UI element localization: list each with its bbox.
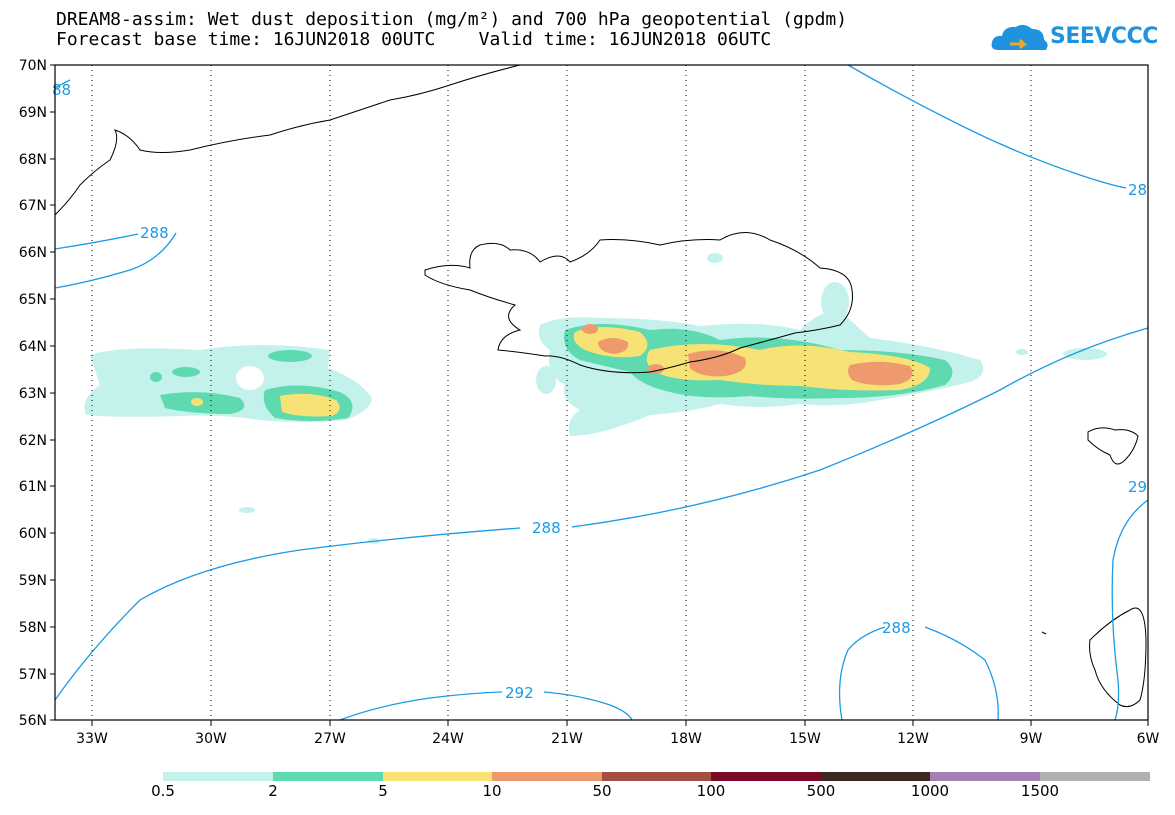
cloud-logo-icon [991, 24, 1048, 50]
dust-shading [84, 253, 1107, 544]
chart-title: DREAM8-assim: Wet dust deposition (mg/m²… [56, 9, 848, 30]
colorbar [163, 772, 1150, 781]
colorbar-label: 1500 [1020, 782, 1060, 800]
contour-label: 292 [505, 684, 534, 702]
lon-axis [91, 720, 1149, 726]
colorbar-swatch [273, 772, 383, 781]
lon-label: 12W [897, 731, 929, 747]
contour-label: 29 [1128, 478, 1147, 496]
geopotential-contours [54, 64, 1149, 721]
lon-label: 18W [670, 731, 702, 747]
colorbar-swatch [602, 772, 711, 781]
colorbar-swatch [711, 772, 821, 781]
lat-label: 63N [19, 386, 47, 402]
lat-label: 66N [19, 245, 47, 261]
colorbar-swatch [163, 772, 273, 781]
lat-label: 69N [19, 105, 47, 121]
lat-label: 70N [19, 58, 47, 74]
greenland-coast [54, 64, 521, 216]
coastlines [54, 64, 1147, 708]
lat-label: 57N [19, 667, 47, 683]
logo-text: SEEVCCC [1050, 24, 1158, 49]
colorbar-label: 500 [806, 782, 836, 800]
lat-label: 59N [19, 573, 47, 589]
colorbar-label: 100 [696, 782, 726, 800]
lon-label: 30W [195, 731, 227, 747]
lat-label: 68N [19, 152, 47, 168]
lat-label: 62N [19, 433, 47, 449]
lat-label: 64N [19, 339, 47, 355]
lat-label: 65N [19, 292, 47, 308]
lon-label: 21W [551, 731, 583, 747]
lon-label: 9W [1020, 731, 1043, 747]
colorbar-label: 2 [268, 782, 278, 800]
lon-labels: 33W 30W 27W 24W 21W 18W 15W 12W 9W 6W [76, 731, 1159, 747]
contour-label: 288 [882, 619, 911, 637]
colorbar-label: 5 [378, 782, 388, 800]
colorbar-swatch [492, 772, 602, 781]
colorbar-swatch [383, 772, 492, 781]
colorbar-label: 10 [482, 782, 502, 800]
contour-label: 288 [532, 519, 561, 537]
colorbar-swatch [821, 772, 930, 781]
lat-label: 58N [19, 620, 47, 636]
colorbar-label: 1000 [910, 782, 950, 800]
lon-label: 33W [76, 731, 108, 747]
lat-label: 61N [19, 479, 47, 495]
lat-axis [50, 64, 55, 721]
contour-label: 88 [52, 81, 71, 99]
iceland-coast [424, 232, 853, 374]
colorbar-label: 0.5 [151, 782, 175, 800]
colorbar-swatch [1040, 772, 1150, 781]
colorbar-swatch [930, 772, 1040, 781]
lat-label: 60N [19, 526, 47, 542]
lat-labels: 70N 69N 68N 67N 66N 65N 64N 63N 62N 61N … [19, 58, 47, 729]
lon-label: 24W [432, 731, 464, 747]
lon-label: 15W [789, 731, 821, 747]
gridlines [91, 65, 1032, 720]
lon-label: 6W [1137, 731, 1160, 747]
lat-label: 67N [19, 198, 47, 214]
contour-label: 28 [1128, 181, 1147, 199]
chart-subtitle: Forecast base time: 16JUN2018 00UTC Vali… [56, 29, 772, 50]
scotland-coast [1089, 607, 1147, 708]
lon-label: 27W [314, 731, 346, 747]
faroe-islands [1087, 427, 1139, 465]
colorbar-label: 50 [592, 782, 612, 800]
contour-label: 288 [140, 224, 169, 242]
contour-labels: 88 288 28 288 29 288 292 [52, 81, 1147, 702]
lat-label: 56N [19, 713, 47, 729]
